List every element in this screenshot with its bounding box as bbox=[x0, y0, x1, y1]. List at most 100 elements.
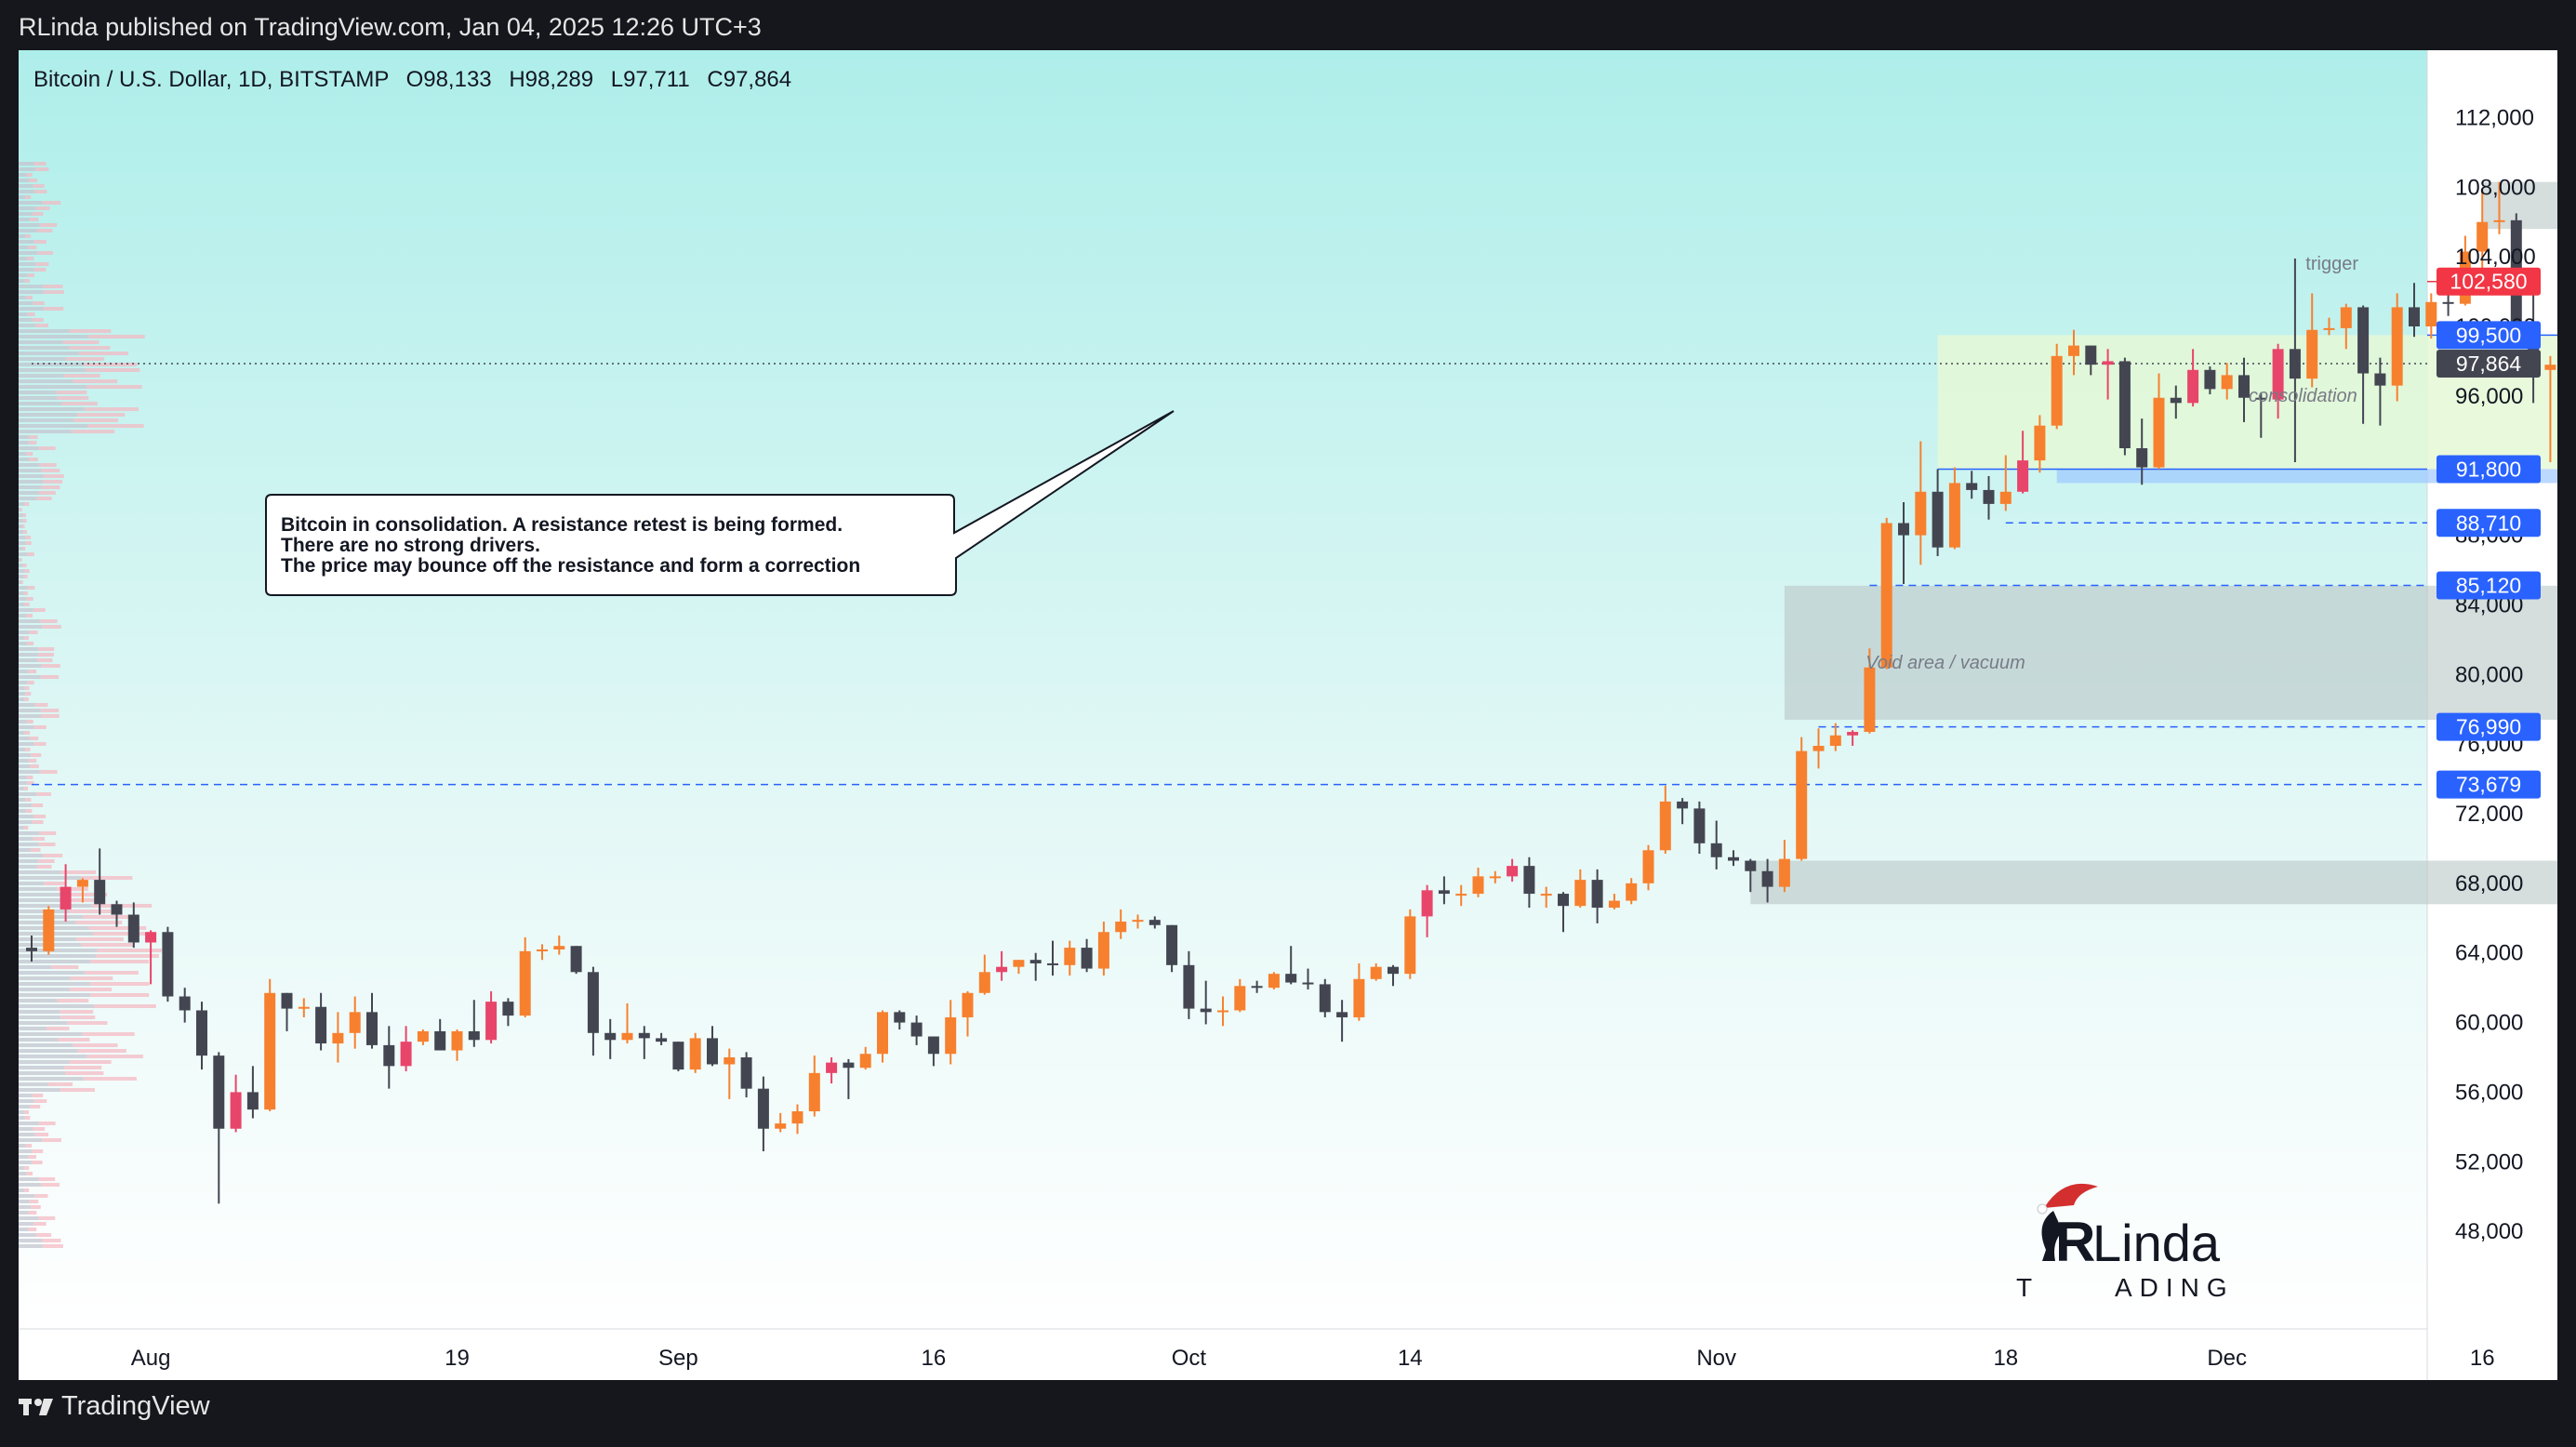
time-axis-background bbox=[19, 1329, 2427, 1380]
volume-profile-bar bbox=[86, 385, 142, 389]
price-tag-text: 97,864 bbox=[2456, 352, 2522, 376]
volume-profile-bar bbox=[19, 212, 33, 216]
time-axis[interactable]: Aug19Sep16Oct14Nov18Dec16202514Feb14 bbox=[131, 1346, 2557, 1371]
volume-profile-bar bbox=[65, 898, 104, 902]
volume-profile-bar bbox=[19, 218, 30, 221]
callout-line-1: Bitcoin in consolidation. A resistance r… bbox=[281, 514, 843, 536]
candle-body bbox=[246, 1092, 259, 1110]
candle-body bbox=[1728, 856, 1739, 861]
volume-profile-bar bbox=[44, 882, 65, 885]
price-tag-text: 99,500 bbox=[2456, 323, 2521, 347]
volume-profile-bar bbox=[28, 759, 37, 763]
volume-profile-bar bbox=[28, 1155, 36, 1159]
volume-profile-bar bbox=[19, 352, 79, 355]
candle-body bbox=[2476, 221, 2489, 252]
candle-body bbox=[1778, 858, 1790, 887]
volume-profile-bar bbox=[19, 597, 27, 601]
price-tag-85120 bbox=[2437, 571, 2541, 600]
candles[interactable] bbox=[26, 181, 2573, 1204]
candle-body bbox=[2272, 349, 2284, 400]
consolidation-label: consolidation bbox=[2249, 386, 2357, 406]
volume-profile-bar bbox=[19, 307, 44, 311]
volume-profile-bar bbox=[25, 234, 32, 238]
volume-profile-bar bbox=[19, 190, 34, 193]
volume-profile-bar bbox=[73, 1043, 118, 1047]
volume-profile-bar bbox=[19, 502, 25, 506]
tradingview-brand-text: TradingView bbox=[61, 1391, 210, 1421]
y-tick-label: 96,000 bbox=[2455, 384, 2523, 409]
volume-profile-bar bbox=[19, 709, 41, 712]
volume-profile-bar bbox=[19, 363, 85, 366]
volume-profile-bar bbox=[20, 508, 22, 511]
volume-profile-bar bbox=[39, 463, 57, 467]
volume-profile-bar bbox=[19, 787, 24, 790]
publish-header: RLinda published on TradingView.com, Jan… bbox=[0, 0, 2576, 50]
tradingview-brand[interactable]: TradingView bbox=[19, 1391, 210, 1422]
volume-profile-bar bbox=[19, 1105, 31, 1108]
volume-profile-bar bbox=[19, 1082, 48, 1086]
volume-profile-bar bbox=[90, 960, 150, 963]
volume-profile-bar bbox=[41, 714, 60, 718]
candle-body bbox=[127, 914, 139, 943]
volume-profile-bar bbox=[19, 1222, 34, 1226]
volume-profile-bar bbox=[23, 697, 29, 701]
volume-profile-bar bbox=[60, 870, 97, 874]
volume-profile-bar bbox=[19, 843, 39, 846]
volume-profile-bar bbox=[19, 1110, 25, 1114]
volume-profile-bar bbox=[83, 1077, 137, 1081]
volume-profile-bar bbox=[35, 206, 50, 210]
volume-profile-bar bbox=[24, 502, 30, 506]
volume-profile-bar bbox=[19, 1138, 43, 1142]
candle-body bbox=[2357, 307, 2370, 374]
volume-profile-bar bbox=[33, 1222, 46, 1226]
volume-profile-bar bbox=[19, 508, 21, 511]
volume-profile-bar bbox=[19, 776, 27, 779]
volume-profile-bar bbox=[36, 229, 53, 232]
candle-body bbox=[537, 949, 548, 951]
candle-body bbox=[1523, 866, 1535, 895]
candle-body bbox=[2034, 425, 2046, 461]
volume-profile-bar bbox=[42, 480, 63, 484]
price-tag-76990 bbox=[2437, 712, 2541, 741]
candle-body bbox=[1796, 750, 1808, 859]
volume-profile-bar bbox=[19, 1205, 32, 1209]
x-tick-label: Sep bbox=[658, 1346, 698, 1371]
volume-profile-bar bbox=[69, 909, 112, 913]
volume-profile-bar bbox=[57, 887, 88, 891]
volume-profile-bar bbox=[19, 803, 33, 807]
volume-profile-bar bbox=[19, 647, 39, 651]
volume-profile-bar bbox=[19, 820, 33, 824]
volume-profile-bar bbox=[33, 815, 46, 818]
candle-body bbox=[1064, 948, 1076, 965]
chart-area[interactable]: Bitcoin in consolidation. A resistance r… bbox=[19, 50, 2576, 1380]
volume-profile-bar bbox=[26, 296, 33, 299]
candle-body bbox=[383, 1044, 395, 1067]
candle-body bbox=[315, 1006, 327, 1044]
volume-profile-bar bbox=[61, 402, 98, 405]
volume-profile-bar bbox=[40, 675, 60, 679]
volume-profile-bar bbox=[25, 536, 32, 539]
volume-profile-bar bbox=[19, 1122, 39, 1125]
candle-body bbox=[162, 932, 174, 997]
volume-profile-bar bbox=[19, 988, 71, 991]
volume-profile-bar bbox=[70, 988, 113, 991]
volume-profile-bar bbox=[19, 184, 33, 188]
candle-body bbox=[1013, 960, 1025, 967]
volume-profile-bar bbox=[27, 586, 35, 590]
volume-profile-bar bbox=[19, 1127, 33, 1131]
volume-profile-bar bbox=[27, 273, 35, 277]
volume-profile-bar bbox=[19, 580, 21, 584]
candle-body bbox=[1659, 801, 1671, 851]
volume-profile-bar bbox=[19, 1004, 95, 1008]
volume-profile-bar bbox=[63, 374, 100, 378]
volume-profile-bar bbox=[26, 257, 34, 260]
candle-body bbox=[1455, 894, 1467, 896]
candle-body bbox=[1234, 986, 1246, 1011]
candle-body bbox=[1097, 932, 1109, 969]
candle-body bbox=[1608, 900, 1620, 909]
volume-profile-bar bbox=[42, 1138, 62, 1142]
candle-body bbox=[775, 1123, 787, 1129]
candle-body bbox=[1404, 916, 1416, 975]
candle-body bbox=[94, 880, 106, 905]
price-chart[interactable]: Bitcoin in consolidation. A resistance r… bbox=[19, 50, 2576, 1380]
